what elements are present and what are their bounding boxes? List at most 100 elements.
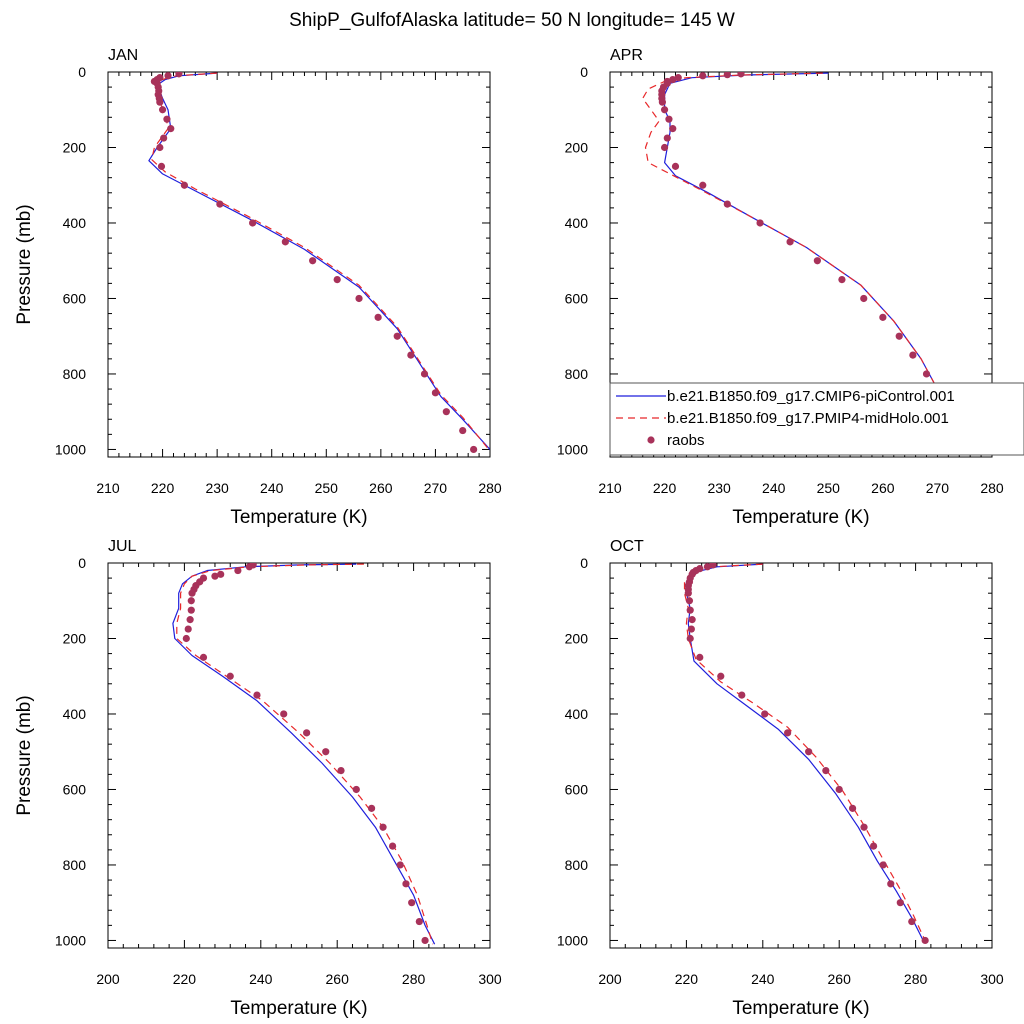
raobs-point bbox=[684, 589, 692, 597]
y-tick-label: 800 bbox=[63, 857, 87, 873]
raobs-point bbox=[686, 606, 694, 614]
raobs-point bbox=[696, 653, 704, 661]
raobs-point bbox=[280, 710, 288, 718]
y-axis-label-jul: Pressure (mb) bbox=[14, 695, 35, 815]
raobs-point bbox=[669, 125, 677, 133]
legend-swatch-raobs bbox=[647, 436, 655, 444]
x-tick-label: 280 bbox=[980, 480, 1004, 496]
raobs-point bbox=[717, 672, 725, 680]
raobs-point bbox=[333, 275, 341, 284]
series-line-midholo bbox=[683, 563, 926, 941]
raobs-point bbox=[186, 616, 194, 624]
raobs-point bbox=[249, 219, 257, 227]
y-tick-label: 1000 bbox=[55, 932, 86, 948]
raobs-point bbox=[180, 181, 188, 189]
raobs-point bbox=[402, 880, 410, 888]
x-tick-label: 220 bbox=[151, 480, 175, 496]
plot-frame-jul bbox=[107, 562, 491, 949]
raobs-point bbox=[860, 823, 868, 831]
raobs-point bbox=[303, 729, 311, 737]
legend-label-raobs: raobs bbox=[667, 432, 705, 449]
x-tick-label: 210 bbox=[96, 480, 120, 496]
x-tick-label: 240 bbox=[762, 480, 786, 496]
raobs-point bbox=[687, 625, 695, 633]
panel-title-jul: JUL bbox=[108, 538, 137, 555]
y-tick-label: 400 bbox=[565, 706, 589, 722]
y-tick-label: 800 bbox=[565, 857, 589, 873]
legend-label-picontrol: b.e21.B1850.f09_g17.CMIP6-piControl.001 bbox=[667, 388, 955, 405]
raobs-point bbox=[738, 691, 746, 699]
raobs-point bbox=[408, 899, 416, 907]
raobs-point bbox=[184, 625, 192, 633]
raobs-point bbox=[442, 408, 450, 416]
y-tick-label: 400 bbox=[565, 215, 589, 231]
y-tick-label: 600 bbox=[63, 781, 87, 797]
raobs-point bbox=[663, 134, 671, 142]
raobs-point bbox=[699, 72, 707, 80]
raobs-point bbox=[199, 653, 208, 661]
raobs-point bbox=[709, 563, 717, 569]
y-tick-label: 0 bbox=[580, 555, 588, 571]
y-tick-label: 800 bbox=[63, 366, 87, 382]
raobs-point bbox=[415, 917, 423, 926]
x-axis-label-apr: Temperature (K) bbox=[732, 507, 869, 528]
plot-area-jul bbox=[172, 563, 436, 945]
y-tick-label: 200 bbox=[63, 139, 87, 155]
raobs-point bbox=[470, 445, 478, 454]
raobs-point bbox=[813, 257, 821, 265]
raobs-point bbox=[786, 238, 794, 246]
legend-box bbox=[609, 382, 1024, 456]
panel-title-oct: OCT bbox=[610, 538, 644, 555]
plot-frame-oct bbox=[609, 562, 993, 949]
x-tick-label: 200 bbox=[96, 971, 120, 987]
x-tick-label: 240 bbox=[249, 971, 273, 987]
raobs-point bbox=[182, 634, 190, 643]
plot-frame-apr bbox=[609, 71, 993, 458]
raobs-point bbox=[163, 115, 171, 123]
raobs-point bbox=[164, 72, 172, 80]
panel-title-apr: APR bbox=[610, 47, 643, 64]
x-tick-label: 260 bbox=[326, 971, 350, 987]
x-tick-label: 230 bbox=[205, 480, 229, 496]
y-tick-label: 800 bbox=[565, 366, 589, 382]
panel-oct: OCT 200 220 240 260 280 300 0 200 400 600 800 1000 T… bbox=[557, 538, 1004, 1019]
raobs-point bbox=[879, 861, 887, 869]
x-tick-label: 250 bbox=[315, 480, 339, 496]
x-axis-label-oct: Temperature (K) bbox=[732, 998, 869, 1019]
raobs-point bbox=[737, 72, 745, 78]
raobs-point bbox=[669, 75, 677, 84]
y-axis-label-jan: Pressure (mb) bbox=[14, 204, 35, 324]
raobs-point bbox=[187, 606, 195, 614]
y-tick-label: 600 bbox=[565, 781, 589, 797]
raobs-point bbox=[367, 804, 376, 812]
raobs-point bbox=[671, 162, 680, 170]
raobs-point bbox=[234, 566, 242, 575]
raobs-point bbox=[784, 729, 792, 737]
raobs-point bbox=[156, 143, 164, 152]
raobs-point bbox=[686, 634, 694, 643]
raobs-point bbox=[699, 181, 707, 189]
y-tick-label: 1000 bbox=[557, 441, 588, 457]
raobs-point bbox=[723, 72, 731, 79]
raobs-point bbox=[352, 785, 360, 794]
raobs-point bbox=[909, 351, 917, 359]
raobs-point bbox=[835, 785, 843, 794]
raobs-point bbox=[756, 219, 764, 227]
raobs-point bbox=[459, 426, 467, 435]
raobs-point bbox=[674, 74, 682, 82]
y-tick-label: 400 bbox=[63, 706, 87, 722]
figure-title: ShipP_GulfofAlaska latitude= 50 N longit… bbox=[289, 10, 735, 31]
raobs-point bbox=[393, 332, 401, 340]
y-tick-label: 0 bbox=[580, 64, 588, 80]
raobs-point bbox=[160, 134, 168, 142]
x-tick-label: 300 bbox=[478, 971, 502, 987]
raobs-point bbox=[431, 389, 440, 397]
raobs-point bbox=[665, 115, 673, 123]
panel-jul: JUL 200 220 240 260 280 300 0 200 400 600 800 1000 T… bbox=[14, 538, 502, 1019]
raobs-point bbox=[226, 672, 234, 680]
y-tick-label: 600 bbox=[565, 290, 589, 306]
x-tick-label: 250 bbox=[817, 480, 841, 496]
raobs-point bbox=[355, 294, 363, 303]
raobs-point bbox=[860, 294, 868, 303]
x-tick-label: 300 bbox=[980, 971, 1004, 987]
